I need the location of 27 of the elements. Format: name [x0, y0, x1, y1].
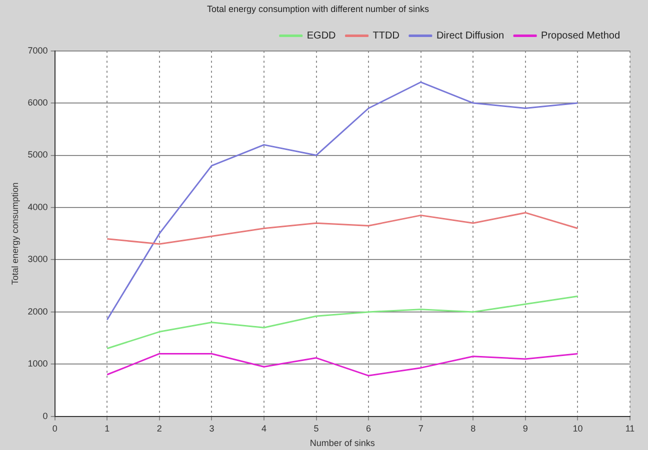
x-tick-label: 7 — [418, 423, 424, 434]
x-tick-label: 9 — [522, 423, 528, 434]
x-tick-label: 6 — [366, 423, 372, 434]
chart-title: Total energy consumption with different number of sinks — [207, 4, 430, 14]
x-tick-label: 8 — [470, 423, 476, 434]
legend-label: Direct Diffusion — [436, 30, 504, 42]
y-tick-label: 5000 — [28, 150, 48, 160]
y-tick-label: 1000 — [28, 358, 48, 369]
x-tick-label: 3 — [209, 423, 214, 434]
x-tick-label: 11 — [625, 423, 635, 434]
x-tick-label: 2 — [156, 423, 162, 434]
legend-label: EGDD — [306, 30, 336, 42]
legend-label: Proposed Method — [541, 30, 620, 42]
x-tick-label: 4 — [261, 423, 266, 434]
x-tick-label: 0 — [52, 423, 58, 434]
y-tick-label: 3000 — [28, 254, 48, 264]
y-tick-label: 0 — [42, 410, 48, 421]
x-tick-label: 5 — [314, 423, 319, 434]
y-tick-label: 4000 — [28, 202, 48, 212]
y-axis-title: Total energy consumption — [10, 182, 20, 285]
y-tick-label: 7000 — [28, 45, 48, 56]
legend-label: TTDD — [372, 30, 400, 42]
y-tick-label: 6000 — [28, 98, 48, 108]
x-tick-label: 10 — [572, 423, 583, 434]
x-tick-label: 1 — [104, 423, 110, 434]
x-axis-title: Number of sinks — [310, 438, 376, 448]
y-tick-label: 2000 — [28, 306, 48, 316]
